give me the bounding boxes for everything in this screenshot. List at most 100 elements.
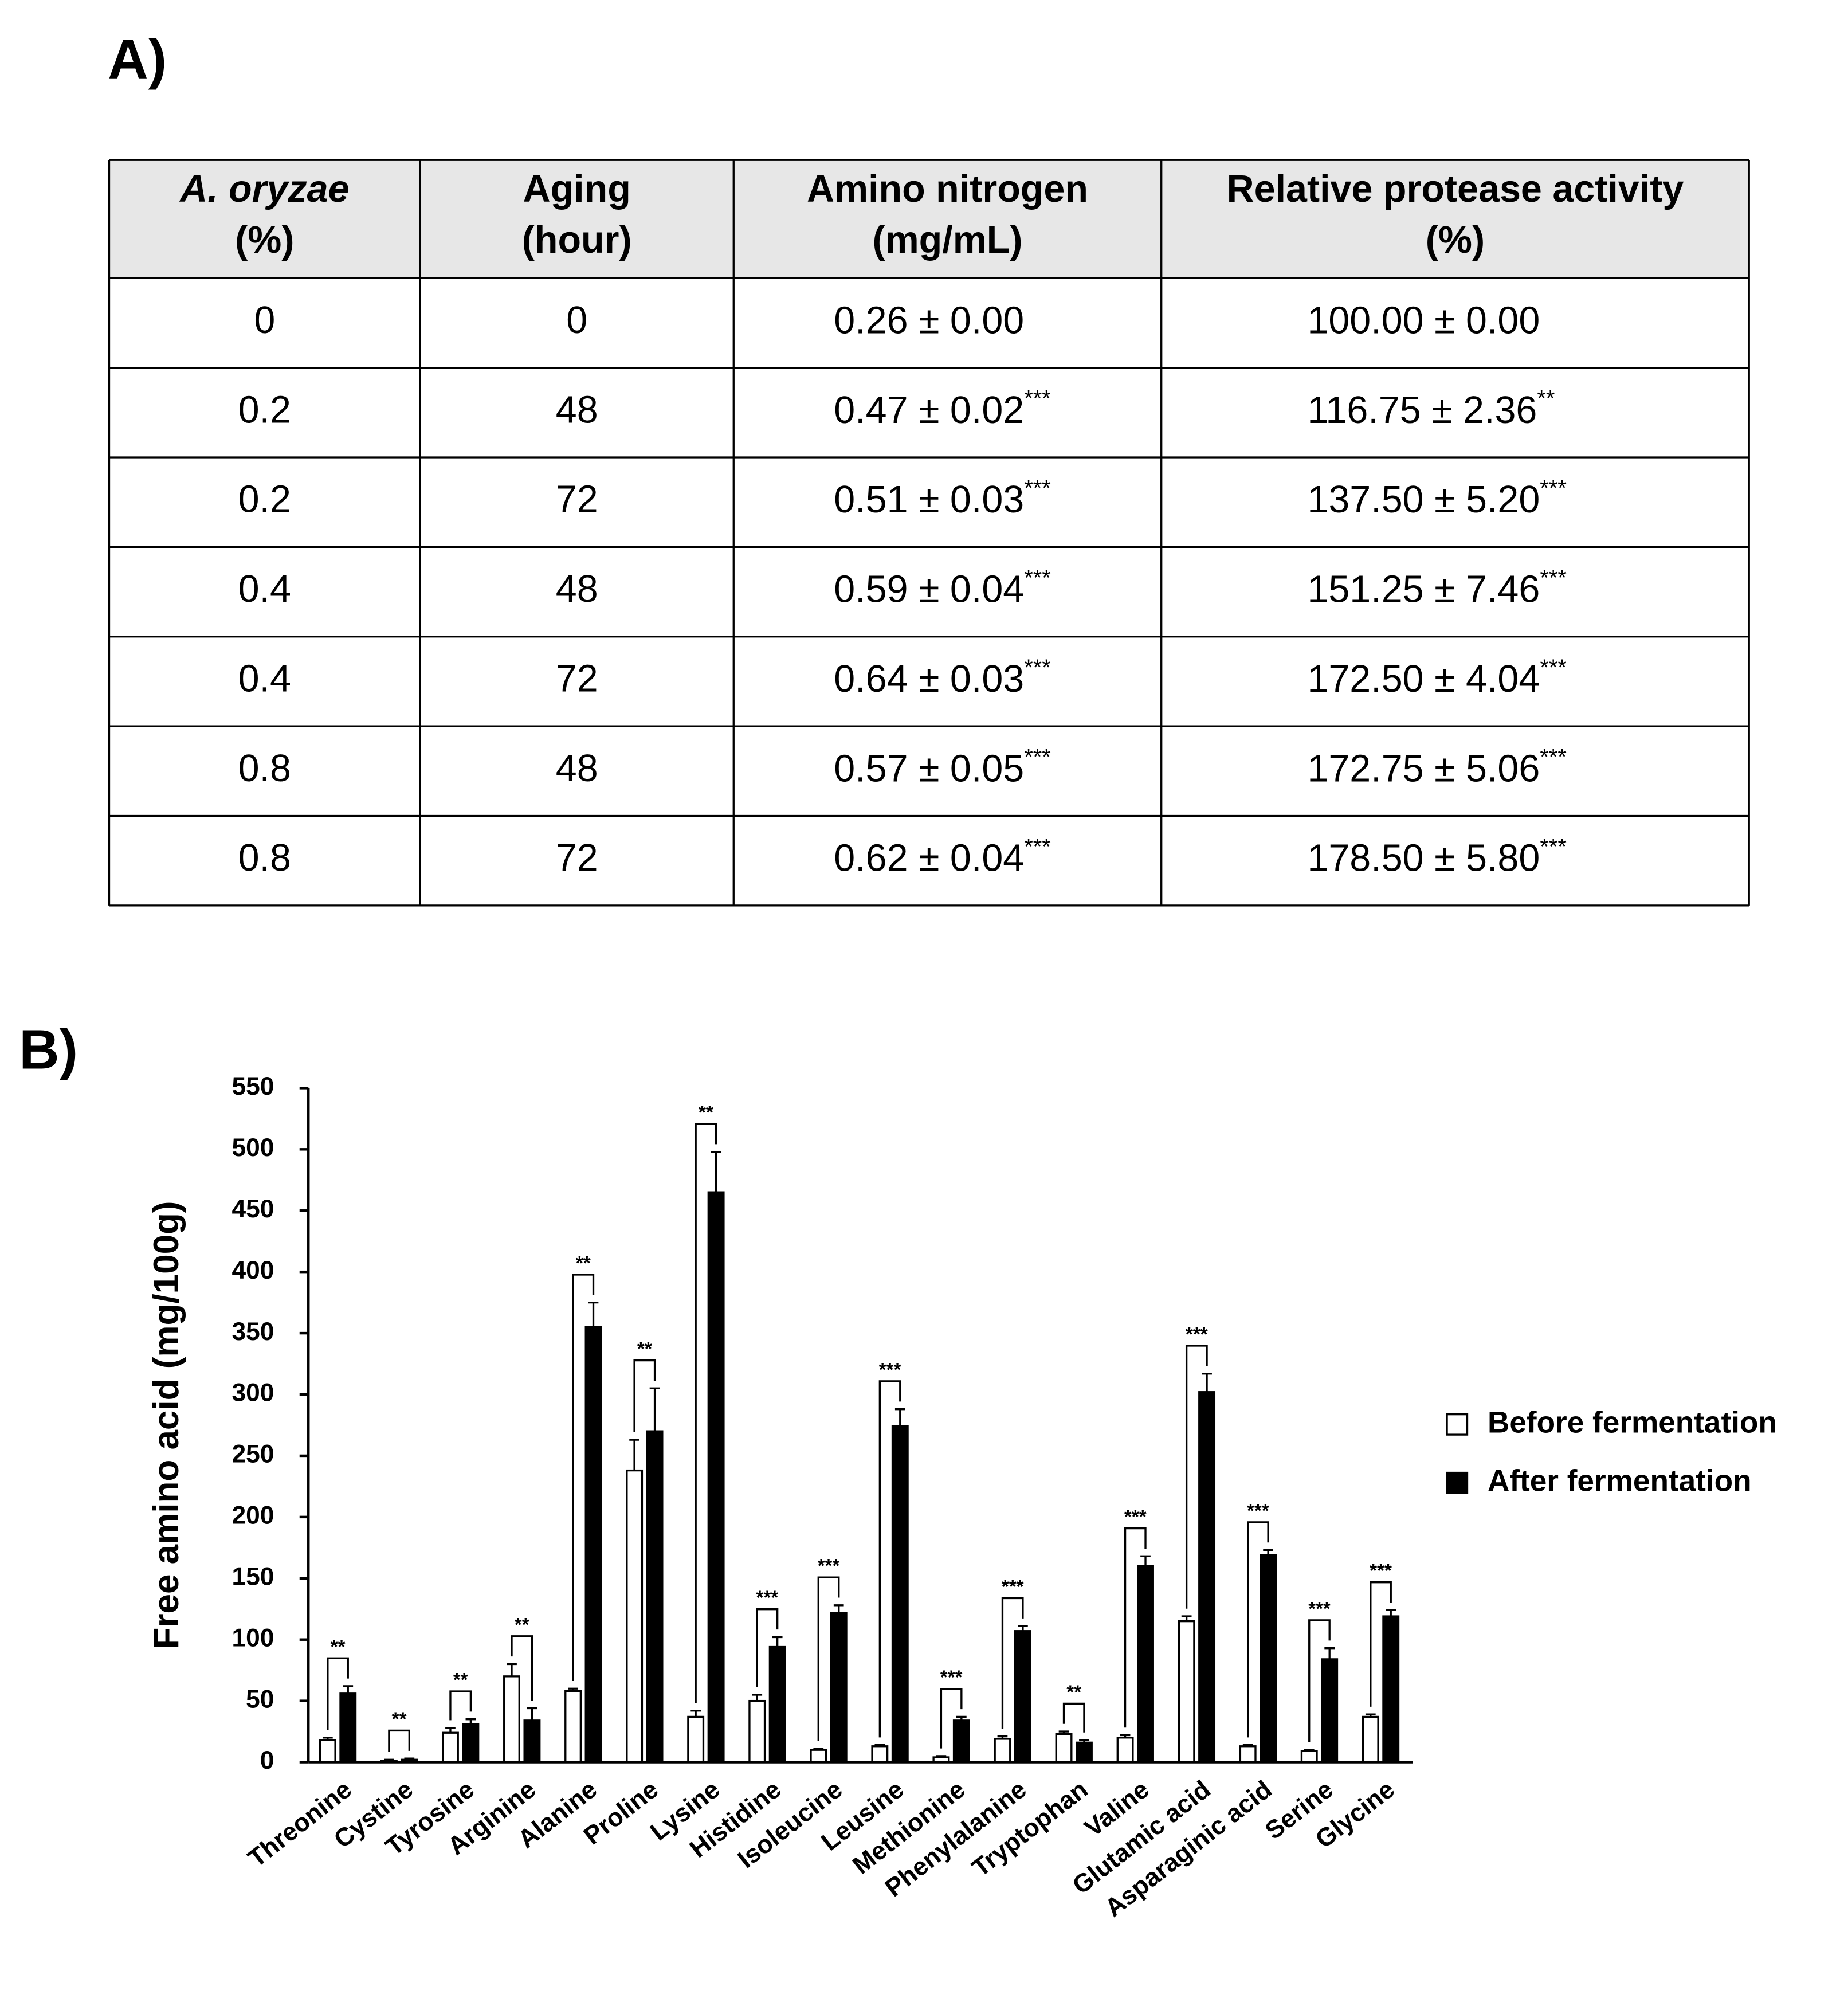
- bar-group: [1362, 1713, 1379, 1764]
- bar: [768, 1645, 786, 1764]
- bar: [380, 1760, 398, 1764]
- significance-label: ***: [940, 1667, 963, 1688]
- bar-group: [810, 1748, 827, 1764]
- error-bar: [772, 1636, 783, 1647]
- bar: [503, 1675, 520, 1764]
- bar-group: [626, 1439, 644, 1764]
- bar-group: [994, 1735, 1011, 1764]
- error-bar: [629, 1439, 639, 1471]
- error-bar: [1079, 1739, 1089, 1743]
- cell-text: 172.50 ± 4.04***: [1307, 655, 1566, 700]
- error-bar: [813, 1748, 824, 1750]
- error-bar: [690, 1710, 701, 1717]
- significance-bracket: [695, 1123, 717, 1703]
- error-bar: [1324, 1647, 1335, 1659]
- error-bar: [322, 1737, 333, 1741]
- significance-label: ***: [1308, 1598, 1331, 1620]
- significance-bracket: [572, 1274, 595, 1681]
- cell-text: 72: [556, 837, 598, 879]
- bar: [748, 1699, 766, 1764]
- cell-value: 0.57 ± 0.05: [834, 747, 1024, 790]
- bar: [1239, 1745, 1257, 1764]
- bar-group: [687, 1710, 705, 1764]
- cell-text: 172.75 ± 5.06***: [1307, 745, 1566, 790]
- bar: [1076, 1741, 1093, 1764]
- significance-bracket: [1308, 1619, 1331, 1742]
- significance-mark: ***: [1540, 476, 1567, 501]
- bar-group: [441, 1727, 459, 1764]
- bar: [626, 1469, 644, 1764]
- significance-label: ***: [879, 1359, 901, 1381]
- bar: [891, 1425, 909, 1764]
- header-text: A. oryzae: [179, 168, 349, 210]
- error-bar: [568, 1687, 578, 1691]
- cell-text: 151.25 ± 7.46***: [1307, 565, 1566, 610]
- cell-value: 0.59 ± 0.04: [834, 568, 1024, 610]
- bar: [952, 1719, 970, 1764]
- significance-mark: ***: [1024, 834, 1051, 859]
- significance-label: ***: [1002, 1577, 1024, 1598]
- significance-bracket: [1247, 1521, 1269, 1738]
- header-text: Aging: [523, 168, 631, 210]
- bar: [1014, 1630, 1031, 1764]
- error-bar: [874, 1744, 885, 1746]
- significance-bracket: [449, 1690, 472, 1721]
- significance-label: **: [392, 1709, 407, 1730]
- cell-text: 0.4: [238, 568, 291, 610]
- error-bar: [1365, 1713, 1376, 1717]
- bar: [830, 1612, 848, 1764]
- bar: [462, 1723, 480, 1764]
- cell-value: 0.51 ± 0.03: [834, 479, 1024, 521]
- cell-value: 116.75 ± 2.36: [1307, 389, 1537, 431]
- significance-label: **: [637, 1339, 652, 1360]
- bar: [994, 1738, 1011, 1764]
- error-bar: [507, 1663, 517, 1676]
- bar-group: [707, 1150, 725, 1764]
- error-bar: [1018, 1625, 1028, 1631]
- significance-bracket: [388, 1729, 410, 1752]
- significance-mark: ***: [1540, 834, 1567, 859]
- bar: [687, 1715, 705, 1764]
- significance-mark: ***: [1024, 565, 1051, 590]
- bar-group: [748, 1694, 766, 1764]
- error-bar: [956, 1715, 967, 1721]
- significance-bracket: [1062, 1702, 1085, 1733]
- cell-text: 0: [566, 299, 587, 342]
- y-tick-label: 150: [232, 1562, 274, 1590]
- error-bar: [588, 1301, 599, 1327]
- error-bar: [1181, 1615, 1192, 1621]
- cell-text: 0.57 ± 0.05***: [834, 745, 1051, 790]
- bar: [871, 1745, 889, 1764]
- significance-mark: ***: [1024, 476, 1051, 501]
- cell-text: 137.50 ± 5.20***: [1307, 476, 1566, 521]
- cell-value: 0.47 ± 0.02: [834, 389, 1024, 431]
- significance-label: ***: [756, 1588, 779, 1609]
- error-bar: [997, 1735, 1008, 1739]
- y-tick-label: 450: [232, 1195, 274, 1223]
- significance-label: **: [453, 1670, 468, 1691]
- significance-label: **: [1066, 1682, 1081, 1703]
- bar: [1300, 1750, 1318, 1764]
- cell-text: 0.51 ± 0.03***: [834, 476, 1051, 521]
- significance-bracket: [327, 1657, 349, 1730]
- significance-mark: **: [1537, 386, 1555, 411]
- legend-swatch: [1446, 1471, 1469, 1494]
- header-text: Amino nitrogen: [807, 168, 1088, 210]
- bar-group: [1260, 1549, 1277, 1764]
- significance-mark: ***: [1540, 565, 1567, 590]
- y-tick-label: 100: [232, 1624, 274, 1652]
- bar-group: [523, 1707, 541, 1764]
- bar: [319, 1739, 336, 1764]
- y-tick-label: 200: [232, 1502, 274, 1530]
- bar: [401, 1758, 418, 1764]
- bar: [707, 1191, 725, 1764]
- bar: [1198, 1391, 1216, 1764]
- bar-group: [871, 1744, 889, 1764]
- bar: [1382, 1615, 1400, 1764]
- bar-group: [1076, 1739, 1093, 1764]
- significance-mark: ***: [1024, 745, 1051, 770]
- cell-text: 0.62 ± 0.04***: [834, 834, 1051, 879]
- error-bar: [1140, 1555, 1151, 1566]
